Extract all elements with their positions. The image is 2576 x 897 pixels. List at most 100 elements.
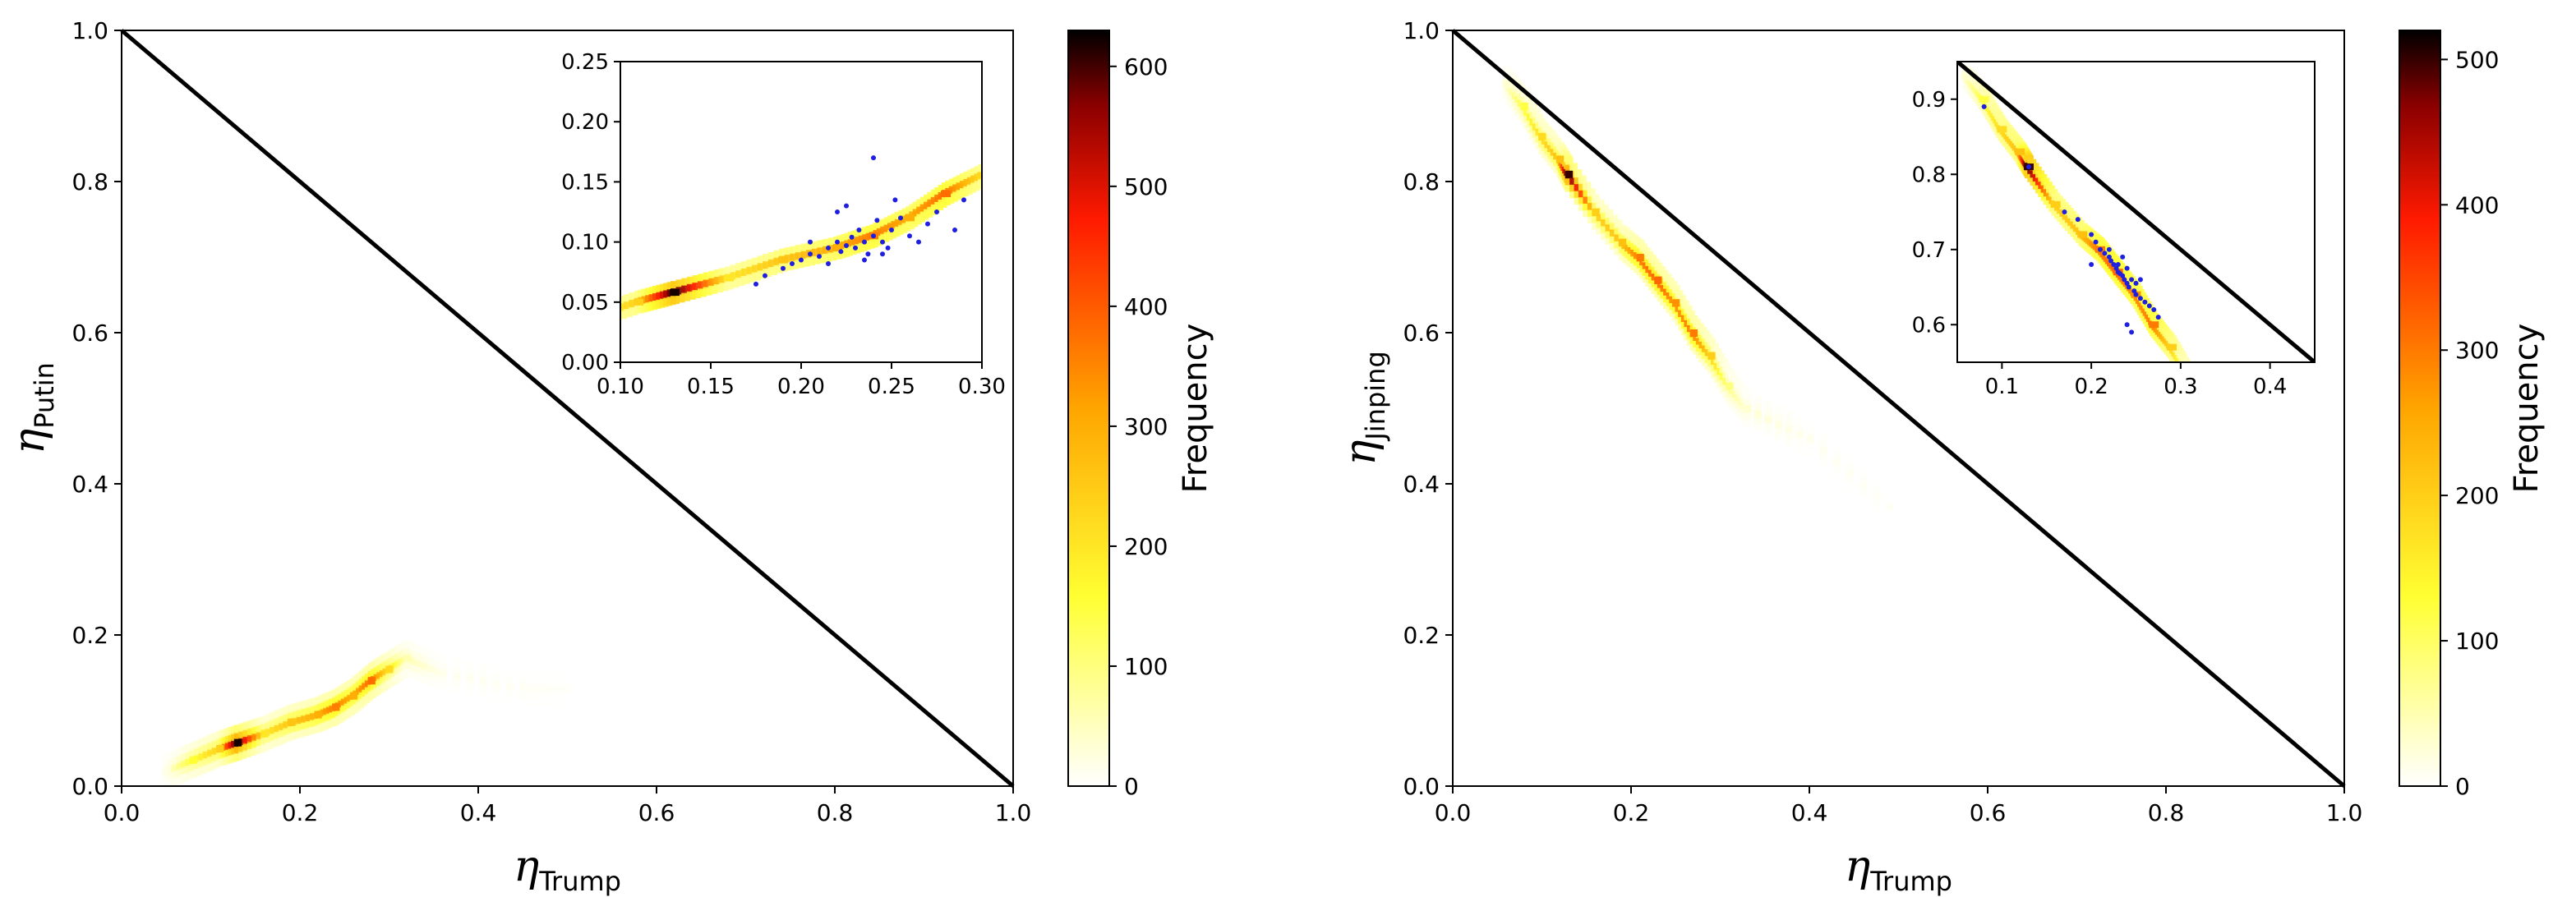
density-cell — [202, 743, 211, 752]
density-cell — [185, 751, 194, 760]
density-cell — [1596, 226, 1605, 235]
inset-x-tick-label: 0.4 — [2253, 375, 2287, 399]
density-cell — [439, 655, 448, 664]
density-cell — [403, 660, 412, 669]
inset-density-peak — [2149, 321, 2159, 329]
inset-density-cell — [730, 272, 740, 281]
inset-density-cell — [1276, 209, 1285, 218]
density-cell — [479, 690, 488, 699]
inset-density-cell — [713, 277, 723, 286]
density-cell — [1609, 235, 1618, 244]
inset-density-cell — [2216, 402, 2225, 410]
inset-point — [2146, 303, 2152, 309]
density-cell — [1583, 182, 1592, 191]
colorbar-tick-label: 500 — [2455, 46, 2499, 73]
inset-density-cell — [1312, 202, 1321, 210]
density-cell — [1569, 190, 1578, 199]
inset-density-cell — [1258, 195, 1267, 203]
inset-density-cell — [601, 316, 611, 324]
inset-density-cell — [2201, 393, 2210, 402]
density-cell — [265, 741, 274, 750]
density-cell — [260, 722, 270, 731]
density-cell — [452, 665, 461, 674]
inset-density-cell — [681, 278, 691, 287]
inset-point — [2026, 164, 2031, 170]
inset-density-cell — [559, 324, 568, 332]
inset-density-cell — [553, 318, 562, 326]
inset-density-cell — [2339, 494, 2348, 502]
density-cell — [270, 725, 279, 734]
density-cell — [193, 767, 202, 776]
x-axis-label: ηTrump — [514, 842, 621, 897]
inset-frame — [1956, 61, 2316, 363]
density-cell — [409, 663, 418, 672]
inset-density-cell — [2260, 423, 2269, 431]
density-cell — [1753, 409, 1763, 418]
inset-density-cell — [817, 240, 827, 249]
density-cell — [1764, 407, 1773, 416]
inset-density-cell — [1294, 195, 1303, 203]
inset-density-peak — [778, 256, 788, 264]
density-cell — [415, 665, 424, 674]
density-cell — [421, 661, 430, 670]
density-cell — [265, 734, 274, 743]
inset-y-tick-label: 0.6 — [1912, 313, 1946, 338]
density-cell — [1785, 438, 1794, 447]
density-cell — [207, 761, 216, 770]
density-cell — [171, 776, 180, 785]
density-cell — [301, 728, 310, 737]
density-cell — [1859, 486, 1868, 495]
inset-density-cell — [713, 284, 723, 293]
density-peak-cell — [564, 684, 572, 692]
density-cell — [251, 746, 260, 755]
inset-point — [952, 227, 957, 232]
density-cell — [426, 664, 435, 673]
inset-density-cell — [981, 162, 982, 171]
density-cell — [433, 679, 442, 688]
inset-x-tick-label: 0.15 — [687, 375, 735, 399]
inset-density-cell — [800, 251, 810, 260]
inset-density-cell — [2253, 427, 2262, 435]
density-cell — [167, 765, 176, 774]
density-cell — [251, 732, 260, 741]
density-peak-cell — [216, 745, 224, 752]
density-cell — [1564, 163, 1574, 172]
inset-point — [907, 233, 912, 239]
density-cell — [292, 710, 301, 719]
inset-density-cell — [1285, 202, 1294, 210]
inset-density-cell — [2235, 411, 2244, 419]
density-cell — [1753, 402, 1763, 412]
density-cell — [518, 677, 528, 686]
density-peak-cell — [1672, 299, 1680, 307]
inset-density-cell — [564, 314, 573, 322]
inset-density-cell — [1285, 209, 1294, 218]
inset-density-cell — [773, 264, 783, 274]
y-axis-label-subscript: Jinping — [1360, 351, 1391, 441]
density-cell — [202, 763, 211, 772]
density-cell — [162, 780, 171, 789]
density-cell — [1605, 237, 1614, 246]
inset-density-cell — [2222, 405, 2231, 413]
inset-density-cell — [2330, 472, 2339, 481]
density-peak-cell — [1538, 132, 1546, 140]
density-cell — [1569, 176, 1578, 185]
inset-density-cell — [1321, 195, 1330, 203]
x-tick-label: 0.8 — [2148, 799, 2185, 826]
x-tick-label: 0.6 — [638, 799, 675, 826]
inset-plot: 0.1 0.2 0.3 0.4 0.6 0.7 0.8 0.9 — [1912, 61, 2348, 502]
density-cell — [479, 669, 488, 678]
y-tick-label: 0.4 — [71, 471, 108, 498]
inset-density-cell — [730, 279, 740, 288]
density-cell — [1785, 411, 1794, 420]
density-cell — [1743, 398, 1752, 407]
inset-density-cell — [773, 257, 783, 266]
inset-density-cell — [1200, 202, 1210, 210]
density-cell — [247, 740, 256, 749]
colorbar-tick-label: 100 — [2455, 628, 2499, 655]
y-axis-label-subscript: Putin — [29, 362, 60, 429]
colorbar-tick-label: 100 — [1124, 653, 1168, 680]
inset-density-cell — [2182, 359, 2191, 362]
colorbar-tick-label: 300 — [2455, 337, 2499, 364]
x-tick-label: 0.2 — [282, 799, 319, 826]
density-cell — [1846, 482, 1855, 491]
